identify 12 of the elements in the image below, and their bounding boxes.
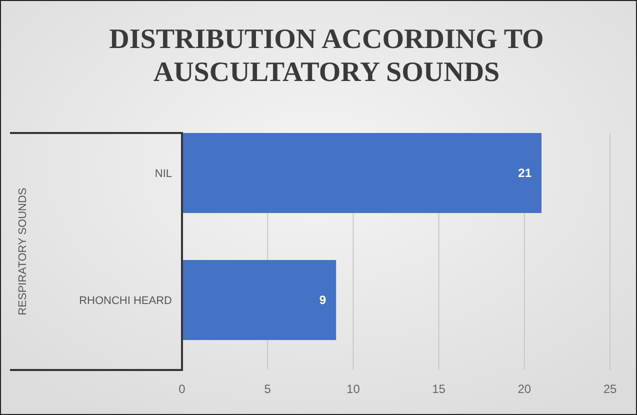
x-tick-label: 20 <box>518 382 532 396</box>
y-tick-label: NIL <box>154 168 172 180</box>
data-label: 9 <box>319 293 326 308</box>
x-tick-label: 0 <box>178 382 186 396</box>
data-label: 21 <box>518 166 532 180</box>
x-tick-label: 5 <box>264 382 272 396</box>
y-tick-label: RHONCHI HEARD <box>79 294 172 307</box>
x-tick-label: 15 <box>432 382 446 396</box>
chart-title: DISTRIBUTION ACCORDING TO AUSCULTATORY SOUNDS <box>109 24 544 88</box>
x-tick-label: 10 <box>346 382 360 396</box>
x-tick-label: 25 <box>603 382 617 396</box>
y-axis-title: RESPIRATORY SOUNDS <box>17 188 29 316</box>
